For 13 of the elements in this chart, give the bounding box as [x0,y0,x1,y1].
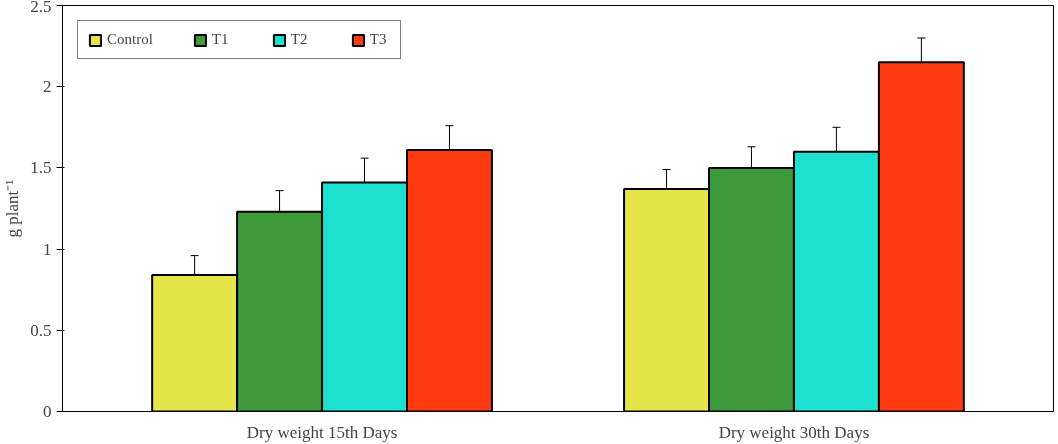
y-tick-label: 1 [43,239,52,259]
y-tick-label: 0.5 [30,320,52,340]
legend-label: T3 [369,31,388,48]
y-tick-label: 2.5 [30,0,52,16]
legend-label: T1 [211,31,230,48]
x-tick-label: Dry weight 15th Days [246,422,398,442]
legend-label: T2 [290,31,309,48]
y-axis-title: g plant⁻¹ [3,179,23,238]
x-tick-label: Dry weight 30th Days [718,422,870,442]
y-tick-label: 1.5 [30,158,52,178]
y-tick-label: 2 [43,77,52,97]
y-tick-label: 0 [43,402,52,421]
legend-label: Control [107,31,153,48]
